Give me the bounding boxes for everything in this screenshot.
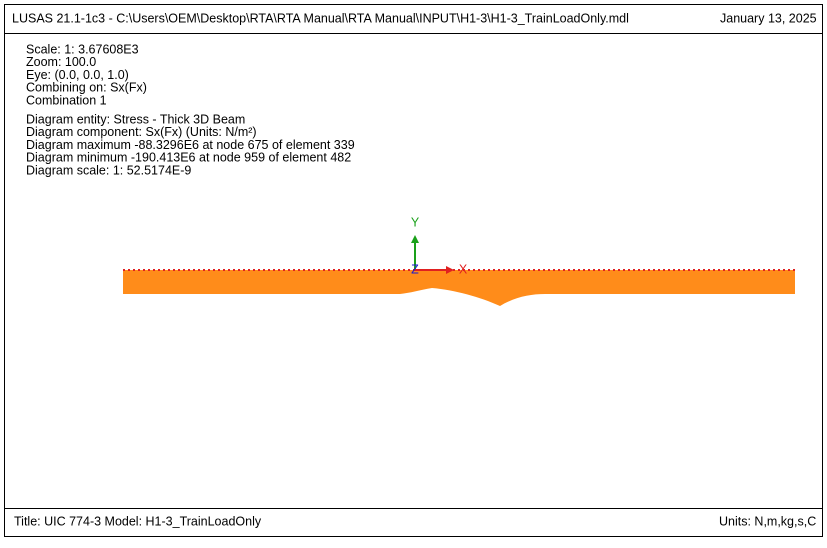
info-line: Zoom: 100.0: [26, 55, 96, 69]
info-line: Combining on: Sx(Fx): [26, 81, 147, 95]
header-title: LUSAS 21.1-1c3 - C:\Users\OEM\Desktop\RT…: [12, 11, 629, 25]
y-arrow-head: [411, 235, 419, 243]
info-line: Combination 1: [26, 93, 107, 107]
x-axis-label: X: [459, 262, 468, 276]
footer-title: Title: UIC 774-3 Model: H1-3_TrainLoadOn…: [14, 514, 262, 528]
x-arrow-head: [446, 266, 454, 274]
info-line: Diagram maximum -88.3296E6 at node 675 o…: [26, 138, 355, 152]
z-axis-label: Z: [411, 262, 419, 276]
info-line: Diagram component: Sx(Fx) (Units: N/m²): [26, 125, 257, 139]
footer-units: Units: N,m,kg,s,C: [719, 514, 816, 528]
y-axis-label: Y: [411, 215, 420, 229]
info-line: Eye: (0.0, 0.0, 1.0): [26, 68, 129, 82]
info-line: Diagram minimum -190.413E6 at node 959 o…: [26, 151, 351, 165]
info-line: Diagram entity: Stress - Thick 3D Beam: [26, 112, 245, 126]
info-line: Diagram scale: 1: 52.5174E-9: [26, 163, 191, 177]
stress-diagram: [123, 270, 795, 306]
header-date: January 13, 2025: [720, 11, 817, 25]
info-line: Scale: 1: 3.67608E3: [26, 42, 139, 56]
